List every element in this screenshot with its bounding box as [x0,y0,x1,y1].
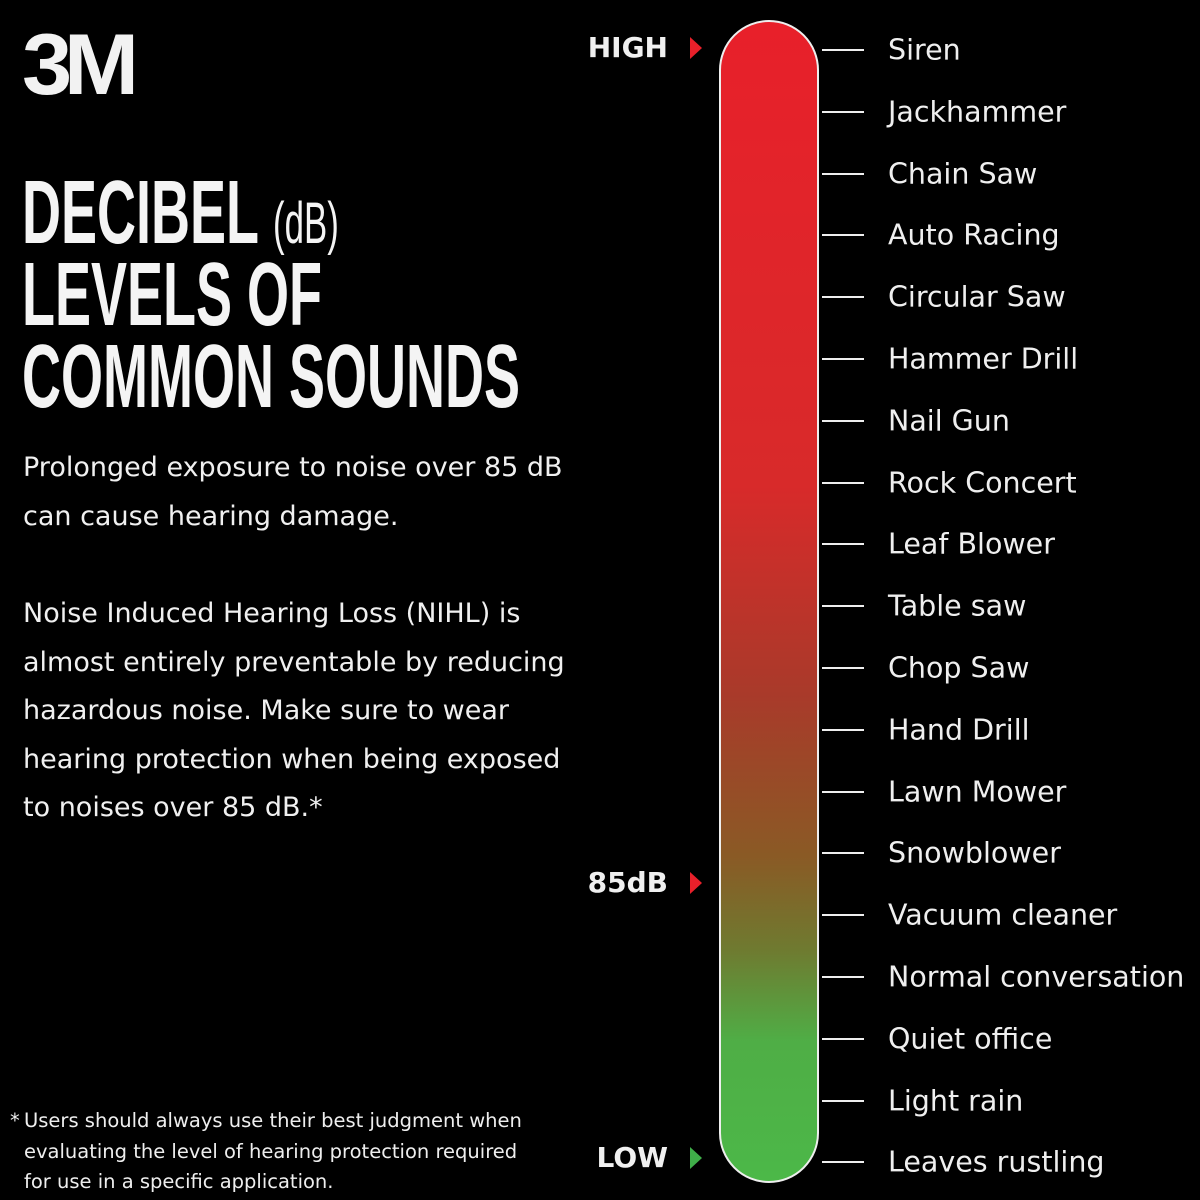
sound-label: Leaves rustling [888,1145,1105,1179]
scale-tick [822,1161,864,1164]
marker-label: HIGH [587,31,668,64]
title-db-suffix: (dB) [273,191,339,256]
marker-arrow-icon [690,36,702,59]
sound-label: Hammer Drill [888,342,1079,376]
scale-tick [822,49,864,51]
footnote-mark: * [10,1109,20,1132]
scale-tick [822,543,864,546]
scale-tick [822,481,864,484]
sound-label: Table saw [888,589,1027,623]
sound-label: Chop Saw [888,651,1030,685]
sound-label: Leaf Blower [888,527,1055,561]
marker-low: LOW [596,1141,702,1174]
scale-tick [822,976,864,978]
footnote-text: Users should always use their best judgm… [24,1109,522,1193]
sound-label: Light rain [888,1084,1024,1118]
exposure-warning: Prolonged exposure to noise over 85 dB c… [23,452,563,532]
sound-label: Siren [888,33,961,67]
sound-label: Hand Drill [888,713,1030,747]
sound-label: Auto Racing [888,218,1060,252]
scale-tick [822,1037,864,1040]
scale-tick [822,172,864,175]
scale-tick [822,605,864,608]
marker-high: HIGH [588,31,702,64]
title-line-2: LEVELS OF [22,245,323,345]
title-decibel: DECIBEL [22,163,259,263]
scale-tick [822,667,864,669]
sound-label: Normal conversation [888,960,1185,994]
sound-label: Quiet office [888,1022,1053,1056]
title-line-1: DECIBEL (dB) [22,168,520,258]
title-line-3: COMMON SOUNDS [22,327,520,427]
scale-tick [822,790,864,793]
marker-arrow-icon [690,1146,702,1169]
scale-tick [822,1099,864,1102]
scale-tick [822,728,864,731]
marker-85db: 85dB [588,866,702,899]
sound-label: Vacuum cleaner [888,898,1118,932]
sound-label: Nail Gun [888,404,1010,438]
marker-arrow-icon [690,871,702,894]
scale-tick [822,419,864,422]
scale-tick [822,234,864,237]
footnote: * Users should always use their best jud… [10,1106,550,1198]
scale-tick [822,296,864,299]
scale-tick [822,914,864,917]
nihl-paragraph: Noise Induced Hearing Loss (NIHL) is alm… [23,598,565,824]
3m-logo: 3M [22,17,139,113]
sound-label: Jackhammer [888,95,1067,129]
scale-tick [822,358,864,360]
sound-label: Rock Concert [888,466,1077,500]
sound-label: Lawn Mower [888,775,1067,809]
marker-label: 85dB [587,866,668,899]
page-title: DECIBEL (dB) LEVELS OF COMMON SOUNDS [22,168,852,427]
sound-label: Circular Saw [888,280,1066,314]
sound-label: Chain Saw [888,157,1038,191]
sound-label: Snowblower [888,836,1061,870]
marker-label: LOW [596,1141,668,1174]
decibel-scale-bar [719,20,819,1183]
scale-tick [822,110,864,113]
scale-tick [822,852,864,855]
